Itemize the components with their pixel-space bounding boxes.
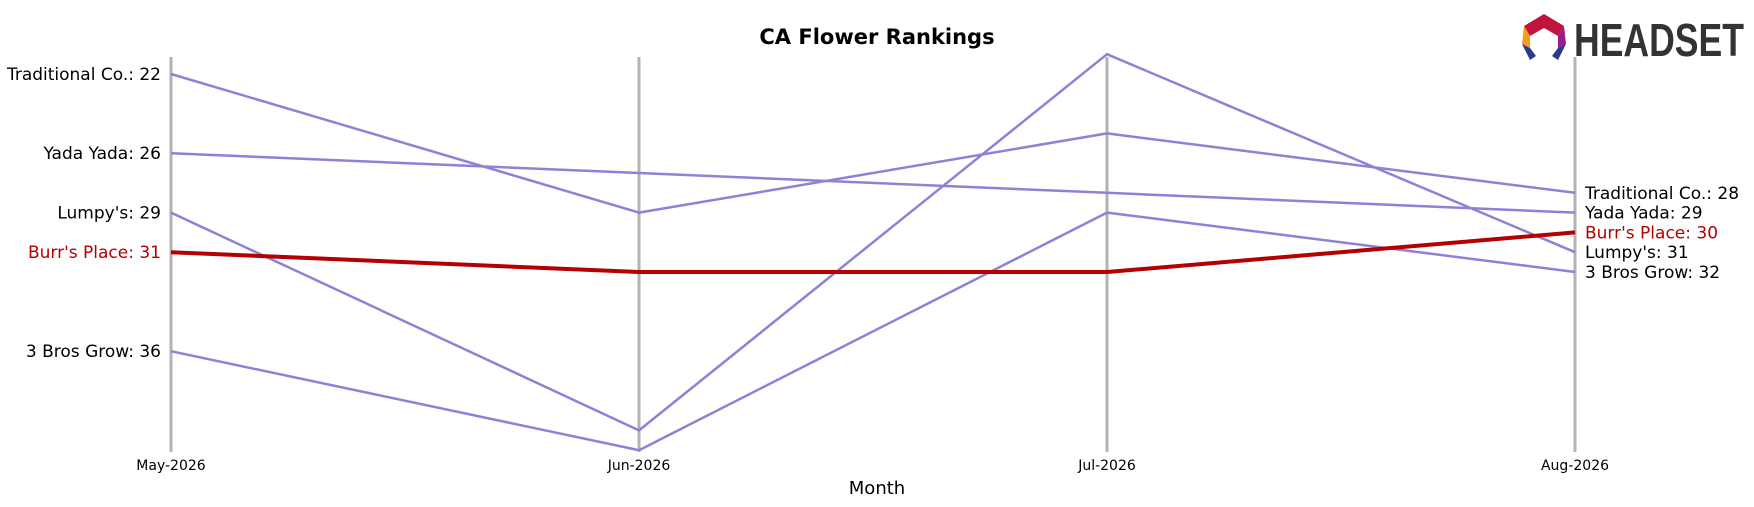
month-gridlines [169,57,1577,452]
headset-logo: HEADSET [1522,14,1744,66]
end-label: Lumpy's: 31 [1585,243,1689,263]
start-label: Lumpy's: 29 [57,204,161,224]
end-label: Traditional Co.: 28 [1584,184,1739,204]
chart-title: CA Flower Rankings [759,25,994,49]
x-axis-label: Month [849,478,905,499]
series-line-3-bros-grow [170,211,1576,452]
end-label: Burr's Place: 30 [1585,223,1718,243]
series-line-traditional-co- [170,72,1576,214]
x-tick-label: Aug-2026 [1541,458,1609,474]
x-tick-label: Jul-2026 [1077,458,1136,474]
start-label: Yada Yada: 26 [42,144,161,164]
end-label: Yada Yada: 29 [1584,204,1703,224]
x-tick-label: May-2026 [136,458,205,474]
series-line-lumpy-s [170,52,1576,432]
series-line-yada-yada [170,151,1576,214]
logo-mark-icon [1522,14,1566,60]
x-tick-labels: May-2026 Jun-2026 Jul-2026 Aug-2026 [136,458,1609,474]
logo-wordmark: HEADSET [1574,14,1744,66]
series-line-burr-s-place [170,230,1576,274]
start-label: Burr's Place: 31 [28,243,161,263]
series-lines [170,52,1576,452]
start-label: 3 Bros Grow: 36 [26,342,161,362]
x-tick-label: Jun-2026 [607,458,671,474]
end-label: 3 Bros Grow: 32 [1585,263,1720,283]
start-label: Traditional Co.: 22 [6,65,161,85]
